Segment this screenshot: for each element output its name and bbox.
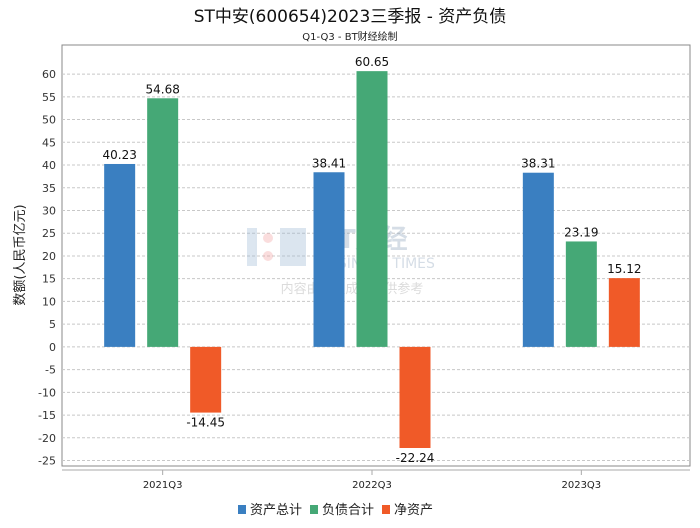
y-tick-label: 60 (42, 68, 56, 81)
watermark-caption: 内容由AI生成，仅供参考 (281, 281, 424, 297)
data-label: -22.24 (396, 451, 435, 465)
x-axis-ticks: 2021Q3 2022Q3 2023Q3 (143, 470, 601, 491)
y-tick-label: 0 (49, 341, 56, 354)
y-tick-label: -5 (45, 364, 56, 377)
data-label: 54.68 (145, 82, 179, 96)
legend-swatch (382, 505, 390, 514)
y-tick-label: 50 (42, 114, 56, 127)
bar (399, 346, 431, 448)
data-label: 15.12 (607, 262, 641, 276)
x-tick-label: 2022Q3 (352, 480, 392, 491)
y-tick-label: 15 (42, 273, 56, 286)
data-label: 38.41 (312, 156, 346, 170)
y-tick-label: 10 (42, 295, 56, 308)
bar (190, 346, 222, 413)
x-tick-label: 2023Q3 (561, 480, 601, 491)
y-tick-label: -25 (38, 455, 56, 468)
y-axis-label: 数额(人民币亿元) (13, 204, 28, 305)
y-tick-label: 30 (42, 204, 56, 217)
chart-title: ST中安(600654)2023三季报 - 资产负债 (194, 7, 507, 27)
chart-subtitle: Q1-Q3 - BT财经绘制 (302, 30, 397, 43)
y-tick-label: 35 (42, 182, 56, 195)
y-tick-label: -15 (38, 409, 56, 422)
legend-label: 资产总计 (250, 503, 302, 518)
bar (565, 241, 597, 347)
y-tick-label: 25 (42, 227, 56, 240)
legend-label: 负债合计 (322, 503, 374, 518)
y-axis-ticks: -25 -20 -15 -10 -5 0 5 10 15 20 25 30 35 40 45 50 55 60 (38, 68, 56, 467)
y-tick-label: 55 (42, 91, 56, 104)
legend-label: 净资产 (394, 503, 433, 518)
y-tick-label: 5 (49, 318, 56, 331)
bar (104, 163, 136, 347)
data-label: 23.19 (564, 225, 598, 239)
y-tick-label: 40 (42, 159, 56, 172)
bar (522, 172, 554, 347)
data-label: 38.31 (521, 157, 555, 171)
bar (313, 172, 345, 347)
bar (147, 98, 179, 347)
bar (356, 71, 388, 347)
legend: 资产总计 负债合计 净资产 (238, 503, 433, 518)
data-label: -14.45 (186, 416, 225, 430)
y-tick-label: 45 (42, 136, 56, 149)
bar (608, 278, 640, 347)
y-tick-label: 20 (42, 250, 56, 263)
bars: 40.23 54.68 -14.45 38.41 60.65 -22.24 38.31 23.… (102, 55, 641, 465)
y-tick-label: -20 (38, 432, 56, 445)
data-label: 60.65 (355, 55, 389, 69)
legend-swatch (238, 505, 246, 514)
data-label: 40.23 (102, 148, 136, 162)
y-tick-label: -10 (38, 386, 56, 399)
x-tick-label: 2021Q3 (143, 480, 183, 491)
legend-swatch (310, 505, 318, 514)
